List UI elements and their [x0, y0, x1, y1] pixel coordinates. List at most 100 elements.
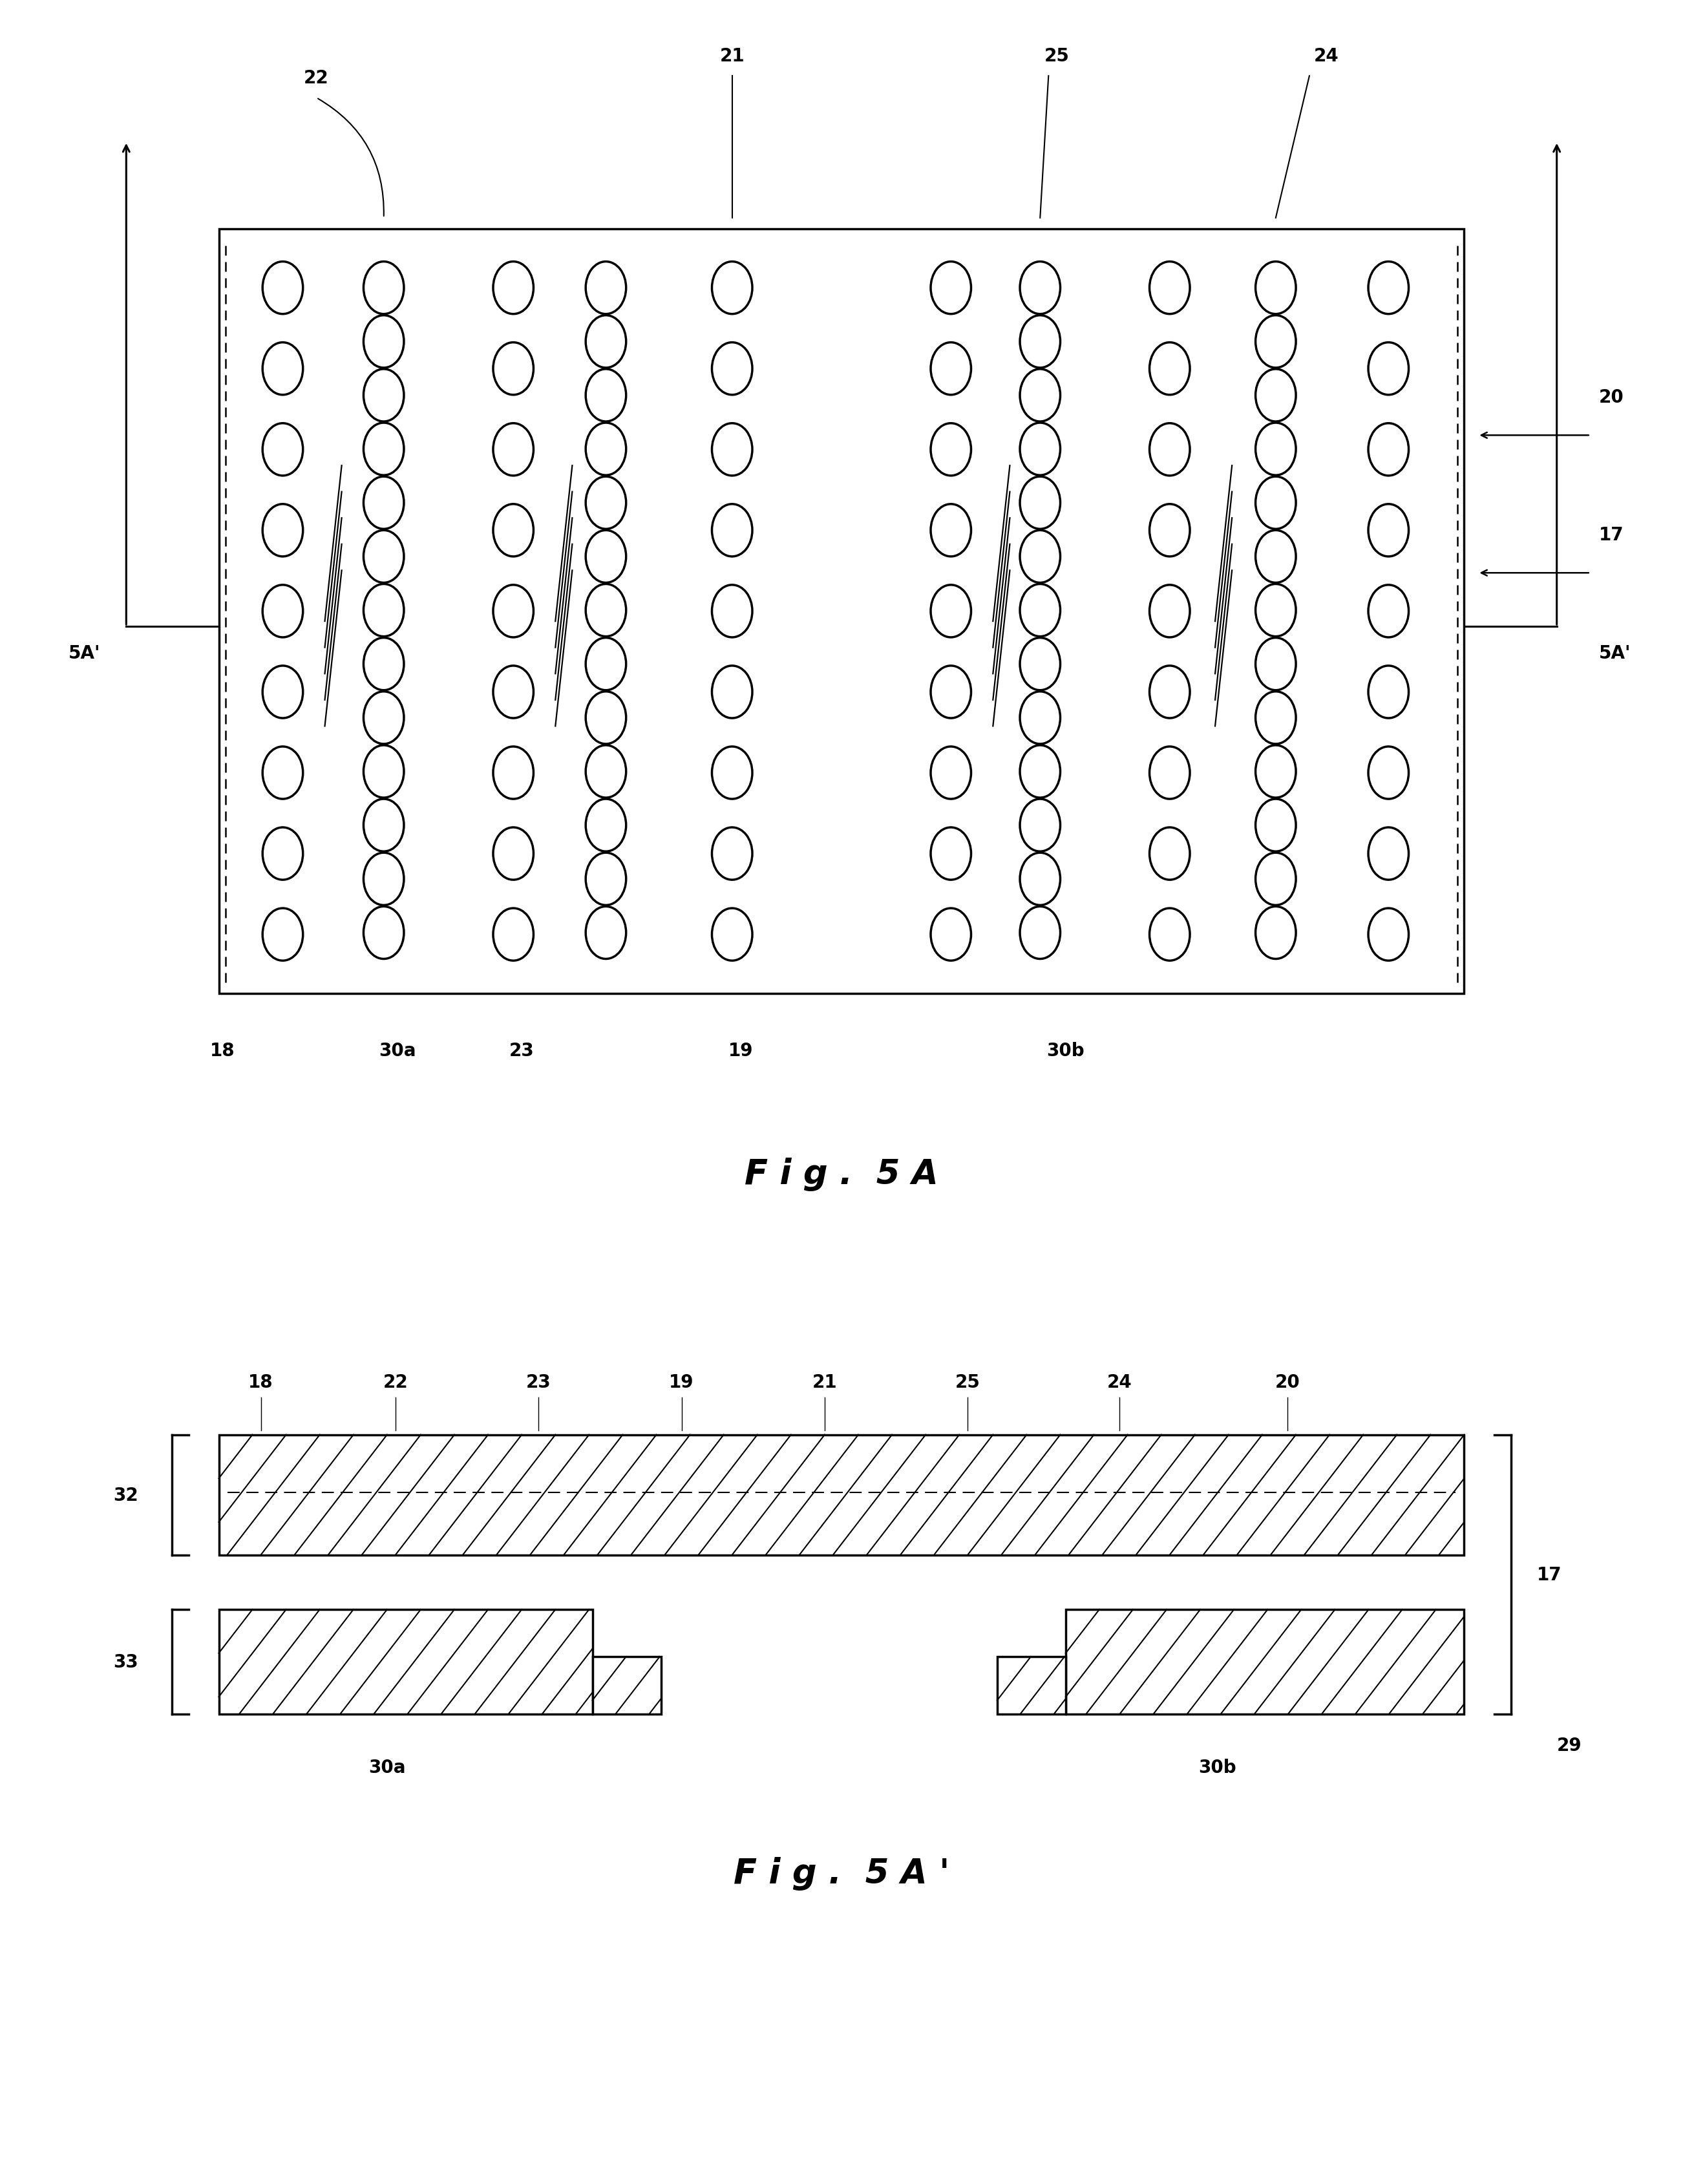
Circle shape: [586, 476, 626, 529]
Circle shape: [1149, 666, 1190, 719]
Circle shape: [364, 317, 404, 369]
Circle shape: [1020, 424, 1060, 476]
Circle shape: [586, 745, 626, 797]
Circle shape: [586, 424, 626, 476]
Circle shape: [1020, 692, 1060, 745]
Text: F i g .  5 A: F i g . 5 A: [744, 1158, 939, 1190]
Circle shape: [1256, 906, 1296, 959]
Circle shape: [586, 906, 626, 959]
Circle shape: [712, 909, 752, 961]
Text: 18: 18: [249, 1374, 273, 1391]
Text: F i g .  5 A ': F i g . 5 A ': [734, 1856, 949, 1889]
Bar: [219, 229, 1464, 994]
Circle shape: [364, 799, 404, 852]
Circle shape: [1368, 828, 1409, 880]
Text: 17: 17: [1599, 526, 1624, 544]
Circle shape: [586, 638, 626, 690]
Circle shape: [493, 343, 534, 395]
Circle shape: [263, 747, 303, 799]
Circle shape: [493, 424, 534, 476]
Circle shape: [931, 666, 971, 719]
Text: 21: 21: [720, 48, 744, 66]
Circle shape: [364, 638, 404, 690]
Circle shape: [263, 585, 303, 638]
Bar: [1065, 1610, 1464, 1714]
Circle shape: [263, 424, 303, 476]
Text: 30b: 30b: [1047, 1042, 1084, 1059]
Circle shape: [1020, 906, 1060, 959]
Text: 20: 20: [1599, 389, 1624, 406]
Circle shape: [1020, 585, 1060, 638]
Circle shape: [712, 747, 752, 799]
Circle shape: [493, 585, 534, 638]
Circle shape: [364, 424, 404, 476]
Circle shape: [586, 531, 626, 583]
Circle shape: [1020, 531, 1060, 583]
Circle shape: [1020, 799, 1060, 852]
Circle shape: [1149, 262, 1190, 314]
Circle shape: [1256, 531, 1296, 583]
Text: 19: 19: [670, 1374, 693, 1391]
Circle shape: [493, 262, 534, 314]
Circle shape: [364, 692, 404, 745]
Circle shape: [1149, 909, 1190, 961]
Circle shape: [1149, 424, 1190, 476]
Circle shape: [1368, 666, 1409, 719]
Circle shape: [1020, 476, 1060, 529]
Circle shape: [364, 585, 404, 638]
Text: 24: 24: [1107, 1374, 1131, 1391]
Text: 20: 20: [1276, 1374, 1299, 1391]
Text: 25: 25: [956, 1374, 980, 1391]
Circle shape: [493, 505, 534, 557]
Text: 18: 18: [210, 1042, 234, 1059]
Text: 24: 24: [1314, 48, 1338, 66]
Circle shape: [1020, 262, 1060, 314]
Circle shape: [931, 343, 971, 395]
Circle shape: [712, 666, 752, 719]
Circle shape: [931, 747, 971, 799]
Text: 23: 23: [510, 1042, 534, 1059]
Circle shape: [364, 745, 404, 797]
Text: 29: 29: [1557, 1736, 1582, 1754]
Circle shape: [364, 262, 404, 314]
Circle shape: [586, 317, 626, 369]
Circle shape: [931, 828, 971, 880]
Circle shape: [1020, 369, 1060, 422]
Circle shape: [931, 909, 971, 961]
Circle shape: [931, 424, 971, 476]
Circle shape: [1149, 343, 1190, 395]
Circle shape: [1149, 747, 1190, 799]
Text: 30b: 30b: [1198, 1758, 1235, 1776]
Circle shape: [493, 747, 534, 799]
Circle shape: [1368, 747, 1409, 799]
Circle shape: [586, 585, 626, 638]
Circle shape: [931, 505, 971, 557]
Bar: [219, 1435, 1464, 1555]
Circle shape: [1368, 505, 1409, 557]
Circle shape: [931, 262, 971, 314]
Circle shape: [263, 262, 303, 314]
Circle shape: [712, 343, 752, 395]
Text: 5A': 5A': [1599, 644, 1631, 662]
Circle shape: [1368, 585, 1409, 638]
Circle shape: [364, 531, 404, 583]
Circle shape: [1020, 638, 1060, 690]
Text: 33: 33: [113, 1653, 138, 1671]
Circle shape: [364, 854, 404, 906]
Text: 22: 22: [384, 1374, 407, 1391]
Bar: [592, 1658, 661, 1714]
Circle shape: [263, 343, 303, 395]
Circle shape: [1020, 854, 1060, 906]
Circle shape: [493, 909, 534, 961]
Text: 30a: 30a: [369, 1758, 406, 1776]
Circle shape: [712, 828, 752, 880]
Text: 32: 32: [113, 1485, 138, 1505]
Circle shape: [364, 476, 404, 529]
Text: 17: 17: [1537, 1566, 1562, 1583]
Circle shape: [364, 906, 404, 959]
Circle shape: [1256, 638, 1296, 690]
Circle shape: [586, 854, 626, 906]
Circle shape: [586, 692, 626, 745]
Circle shape: [1256, 424, 1296, 476]
Circle shape: [712, 262, 752, 314]
